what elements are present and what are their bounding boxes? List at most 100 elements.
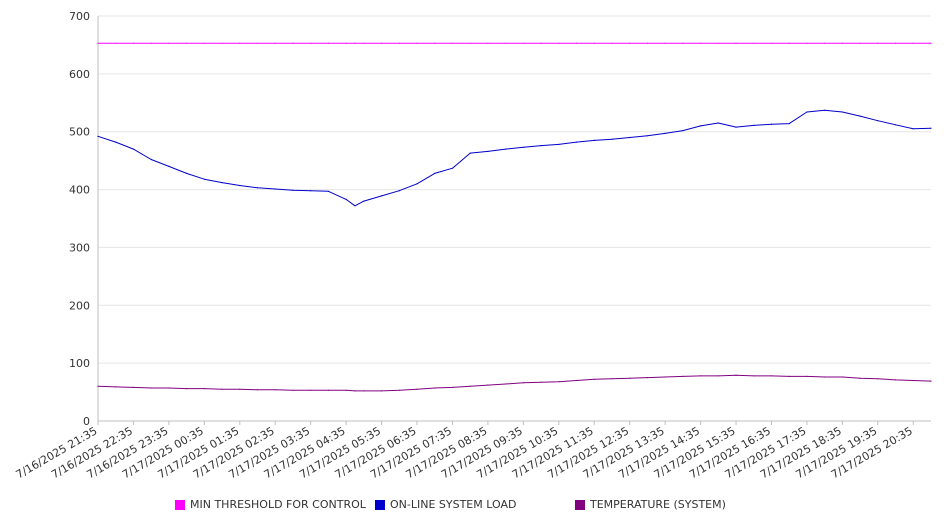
data-point	[186, 388, 188, 390]
data-point	[841, 376, 844, 378]
data-point	[292, 389, 294, 391]
data-point	[646, 135, 649, 137]
legend-item: TEMPERATURE (SYSTEM)	[575, 498, 726, 512]
data-point	[753, 375, 755, 377]
data-point	[505, 148, 507, 150]
y-tick-label: 700	[69, 10, 90, 23]
data-point	[646, 377, 649, 379]
grid-lines	[98, 15, 931, 364]
data-point	[168, 42, 170, 44]
data-point	[354, 390, 356, 392]
data-point	[381, 390, 383, 392]
data-point	[487, 42, 489, 44]
data-point	[824, 42, 826, 44]
data-point	[735, 126, 737, 128]
data-point	[770, 375, 773, 377]
plot-area	[97, 42, 932, 392]
data-point	[115, 42, 117, 44]
data-point	[877, 378, 879, 380]
data-point	[327, 42, 329, 44]
data-point	[469, 385, 471, 387]
data-point	[292, 189, 294, 191]
data-point	[824, 376, 826, 378]
data-point	[132, 386, 134, 388]
series-points-on-line-system-load	[97, 109, 932, 207]
data-point	[434, 42, 436, 44]
data-point	[186, 42, 188, 44]
y-tick-label: 500	[69, 126, 90, 139]
data-point	[682, 42, 684, 44]
data-point	[611, 378, 613, 380]
y-tick-label: 600	[69, 68, 90, 81]
data-point	[788, 42, 790, 44]
data-point	[558, 42, 560, 44]
data-point	[434, 172, 436, 174]
data-point	[540, 42, 542, 44]
data-point	[930, 42, 932, 44]
data-point	[770, 123, 773, 125]
data-point	[398, 190, 400, 192]
data-point	[168, 387, 170, 389]
data-point	[434, 387, 436, 389]
data-point	[700, 42, 702, 44]
data-point	[895, 42, 897, 44]
data-point	[363, 200, 365, 202]
data-point	[451, 386, 454, 388]
data-point	[753, 42, 755, 44]
data-point	[700, 125, 702, 127]
data-point	[363, 390, 365, 392]
data-point	[930, 380, 932, 382]
y-axis: 0 100 200 300 400 500 600 700	[69, 10, 99, 428]
data-point	[522, 42, 525, 44]
data-point	[398, 389, 400, 391]
data-point	[522, 382, 525, 384]
data-point	[593, 378, 595, 380]
data-point	[895, 379, 897, 381]
data-point	[274, 188, 276, 190]
data-point	[381, 42, 383, 44]
data-point	[859, 115, 861, 117]
legend-label: MIN THRESHOLD FOR CONTROL	[190, 498, 366, 511]
data-point	[629, 377, 631, 379]
series-line-on-line-system-load	[97, 109, 932, 207]
data-point	[416, 388, 418, 390]
data-point	[221, 42, 223, 44]
legend-swatch	[375, 500, 385, 510]
data-point	[593, 139, 595, 141]
data-point	[682, 375, 684, 377]
series-points-temperature-system	[97, 374, 932, 392]
y-tick-label: 400	[69, 184, 90, 197]
data-point	[824, 109, 826, 111]
data-point	[575, 42, 578, 44]
data-point	[841, 42, 844, 44]
data-point	[292, 42, 294, 44]
data-point	[256, 42, 259, 44]
legend-item: ON-LINE SYSTEM LOAD	[375, 498, 516, 512]
data-point	[203, 388, 205, 390]
data-point	[132, 148, 134, 150]
legend-label: TEMPERATURE (SYSTEM)	[590, 498, 726, 511]
data-point	[912, 379, 914, 382]
data-point	[115, 141, 117, 143]
legend-label: ON-LINE SYSTEM LOAD	[390, 498, 517, 511]
data-point	[788, 375, 790, 377]
chart-legend: MIN THRESHOLD FOR CONTROL ON-LINE SYSTEM …	[0, 498, 946, 514]
data-point	[735, 374, 737, 376]
data-point	[575, 141, 578, 143]
data-point	[877, 120, 879, 122]
data-point	[664, 42, 666, 44]
data-point	[354, 205, 356, 207]
data-point	[806, 375, 808, 377]
data-point	[806, 111, 808, 113]
legend-item: MIN THRESHOLD FOR CONTROL	[175, 498, 366, 512]
data-point	[487, 384, 489, 386]
data-point	[575, 379, 578, 382]
data-point	[310, 42, 312, 44]
data-point	[310, 190, 312, 192]
data-point	[115, 386, 117, 388]
legend-swatch	[175, 500, 185, 510]
data-point	[451, 167, 454, 169]
data-point	[717, 122, 719, 124]
data-point	[310, 389, 312, 391]
